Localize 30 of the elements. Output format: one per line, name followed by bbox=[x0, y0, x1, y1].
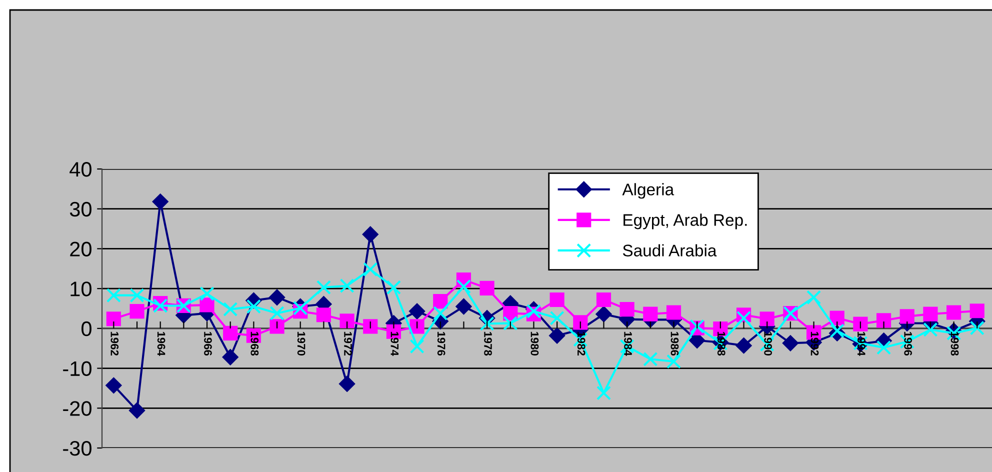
y-tick-label: 40 bbox=[70, 162, 92, 177]
y-tick-label: -10 bbox=[63, 361, 92, 376]
y-tick-label: 30 bbox=[70, 202, 92, 217]
x-tick-label: 1992 bbox=[810, 332, 819, 356]
x-tick-label: 1982 bbox=[577, 332, 586, 356]
x-tick-label: 1990 bbox=[764, 332, 772, 356]
x-tick-label: 1976 bbox=[437, 332, 446, 356]
x-tick-label: 1966 bbox=[204, 332, 212, 356]
x-tick-label: 1962 bbox=[110, 332, 119, 356]
legend-label: Algeria bbox=[622, 183, 674, 199]
legend-label: Egypt, Arab Rep. bbox=[624, 214, 747, 230]
x-tick-label: 1980 bbox=[530, 332, 539, 356]
x-tick-label: 1968 bbox=[250, 332, 259, 356]
y-tick-label: -20 bbox=[63, 401, 92, 416]
legend-label: Saudi Arabia bbox=[622, 244, 717, 256]
x-tick-label: 1994 bbox=[857, 332, 866, 356]
x-tick-label: 1998 bbox=[950, 332, 959, 356]
x-tick-label: 1984 bbox=[624, 332, 632, 356]
x-tick-label: 1970 bbox=[297, 332, 306, 356]
y-tick-label: -30 bbox=[63, 441, 92, 456]
x-tick-label: 1972 bbox=[344, 332, 352, 356]
x-tick-label: 1978 bbox=[484, 332, 492, 356]
x-tick-label: 1974 bbox=[390, 332, 399, 356]
x-tick-label: 1988 bbox=[717, 332, 726, 356]
x-tick-label: 1964 bbox=[157, 332, 166, 356]
y-tick-label: 0 bbox=[82, 321, 92, 336]
x-tick-label: 1996 bbox=[904, 332, 912, 356]
y-tick-label: 10 bbox=[70, 282, 92, 296]
x-tick-label: 1986 bbox=[670, 332, 679, 356]
y-tick-label: 20 bbox=[70, 242, 92, 256]
